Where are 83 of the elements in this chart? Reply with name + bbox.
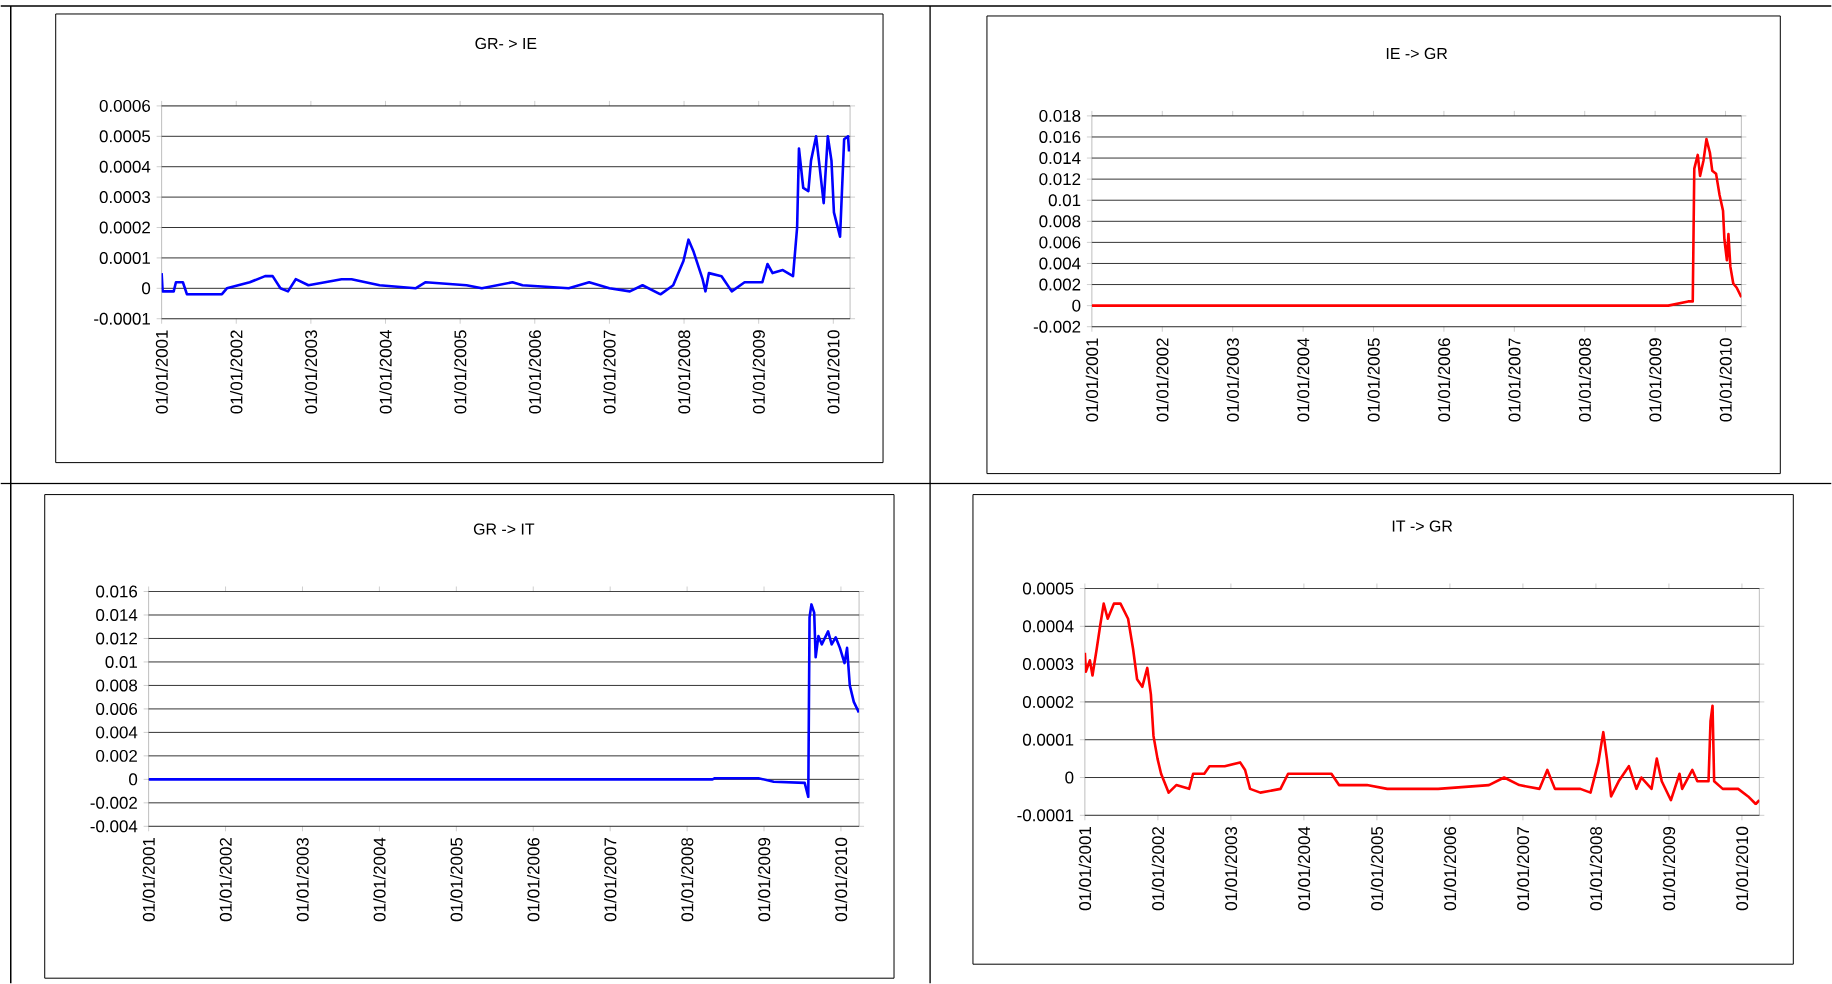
y-tick-label: 0.004 — [96, 726, 138, 739]
x-tick-label: 01/01/2001 — [1078, 827, 1092, 911]
y-tick-label: 0.008 — [1039, 215, 1081, 228]
x-tick-label: 01/01/2003 — [296, 837, 309, 922]
x-tick-label: 01/01/2005 — [450, 837, 463, 922]
x-tick-label: 01/01/2002 — [1156, 338, 1169, 422]
x-tick-label: 01/01/2010 — [827, 330, 840, 414]
y-tick-label: 0.012 — [1039, 173, 1081, 186]
x-tick-label: 01/01/2003 — [304, 330, 318, 414]
x-tick-label: 01/01/2010 — [1735, 826, 1749, 911]
y-tick-label: 0.0005 — [99, 130, 151, 143]
y-tick-label: 0.01 — [105, 655, 137, 668]
chart-title: IE -> GR — [1386, 47, 1448, 60]
x-tick-label: 01/01/2010 — [834, 837, 848, 922]
y-tick-label: 0.016 — [1039, 131, 1081, 143]
y-tick-label: 0.0002 — [99, 221, 150, 234]
x-tick-label: 01/01/2001 — [142, 838, 155, 922]
y-tick-label: 0.0001 — [99, 251, 150, 264]
x-tick-label: 01/01/2008 — [677, 330, 691, 414]
y-tick-label: 0 — [129, 773, 138, 786]
y-tick-label: -0.004 — [90, 820, 138, 833]
line-series — [161, 135, 851, 296]
x-tick-label: 01/01/2009 — [1662, 827, 1676, 911]
x-tick-label: 01/01/2008 — [680, 837, 694, 922]
y-tick-label: 0.014 — [1039, 152, 1081, 165]
x-tick-label: 01/01/2002 — [219, 838, 232, 922]
x-tick-label: 01/01/2004 — [1296, 338, 1310, 422]
y-tick-label: 0.006 — [96, 702, 138, 715]
x-tick-label: 01/01/2004 — [379, 330, 392, 414]
y-tick-label: -0.0001 — [94, 312, 150, 325]
y-tick-label: 0.018 — [1039, 109, 1081, 122]
x-tick-label: 01/01/2010 — [1719, 338, 1732, 422]
y-tick-label: 0.0002 — [1022, 695, 1074, 708]
x-tick-label: 01/01/2005 — [1367, 338, 1380, 422]
y-tick-label: -0.002 — [90, 796, 137, 809]
y-tick-label: 0.01 — [1048, 194, 1081, 207]
y-tick-label: 0.0003 — [99, 191, 151, 204]
x-tick-label: 01/01/2006 — [528, 330, 541, 414]
x-tick-label: 01/01/2006 — [1443, 826, 1457, 911]
x-tick-label: 01/01/2007 — [603, 330, 616, 414]
x-tick-label: 01/01/2007 — [603, 838, 617, 922]
y-tick-label: 0 — [1065, 771, 1074, 784]
y-tick-label: 0 — [142, 282, 151, 295]
y-tick-label: 0.012 — [96, 632, 137, 645]
y-tick-label: -0.002 — [1033, 320, 1081, 333]
y-tick-label: 0.0005 — [1022, 582, 1074, 595]
y-tick-label: 0.0004 — [99, 160, 151, 173]
y-tick-label: 0.006 — [1039, 236, 1081, 249]
chart-title: IT -> GR — [1392, 520, 1453, 532]
x-tick-label: 01/01/2001 — [155, 330, 168, 414]
x-tick-label: 01/01/2006 — [527, 837, 540, 922]
x-tick-label: 01/01/2001 — [1085, 338, 1099, 422]
y-tick-label: 0.008 — [96, 679, 138, 692]
y-tick-label: 0.0006 — [99, 99, 151, 112]
x-tick-label: 01/01/2008 — [1589, 826, 1603, 911]
y-tick-label: 0.016 — [96, 585, 138, 598]
x-tick-label: 01/01/2009 — [757, 837, 771, 922]
x-tick-label: 01/01/2009 — [1648, 338, 1662, 422]
y-tick-label: 0.014 — [96, 609, 138, 622]
x-tick-label: 01/01/2002 — [1151, 827, 1165, 911]
x-tick-label: 01/01/2004 — [373, 837, 386, 922]
chart-title: GR- > IE — [475, 37, 537, 50]
x-tick-label: 01/01/2009 — [752, 330, 765, 414]
x-tick-label: 01/01/2005 — [1370, 826, 1384, 911]
y-tick-label: -0.0001 — [1017, 809, 1074, 822]
y-tick-label: 0 — [1072, 299, 1081, 312]
y-tick-label: 0.0004 — [1022, 620, 1074, 633]
y-tick-label: 0.002 — [96, 749, 137, 762]
x-tick-label: 01/01/2002 — [230, 330, 243, 414]
line-series — [148, 603, 860, 799]
y-tick-label: 0.002 — [1039, 278, 1081, 291]
x-tick-label: 01/01/2007 — [1516, 827, 1530, 911]
y-tick-label: 0.004 — [1039, 257, 1081, 270]
x-tick-label: 01/01/2007 — [1508, 338, 1521, 422]
x-tick-label: 01/01/2003 — [1226, 338, 1239, 422]
x-tick-label: 01/01/2003 — [1224, 826, 1238, 911]
x-tick-label: 01/01/2008 — [1578, 338, 1591, 422]
y-tick-label: 0.0001 — [1022, 733, 1074, 746]
x-tick-label: 01/01/2006 — [1437, 338, 1451, 422]
y-tick-label: 0.0003 — [1022, 658, 1074, 671]
chart-title: GR -> IT — [473, 523, 535, 535]
x-tick-label: 01/01/2004 — [1297, 826, 1311, 911]
x-tick-label: 01/01/2005 — [453, 330, 467, 414]
